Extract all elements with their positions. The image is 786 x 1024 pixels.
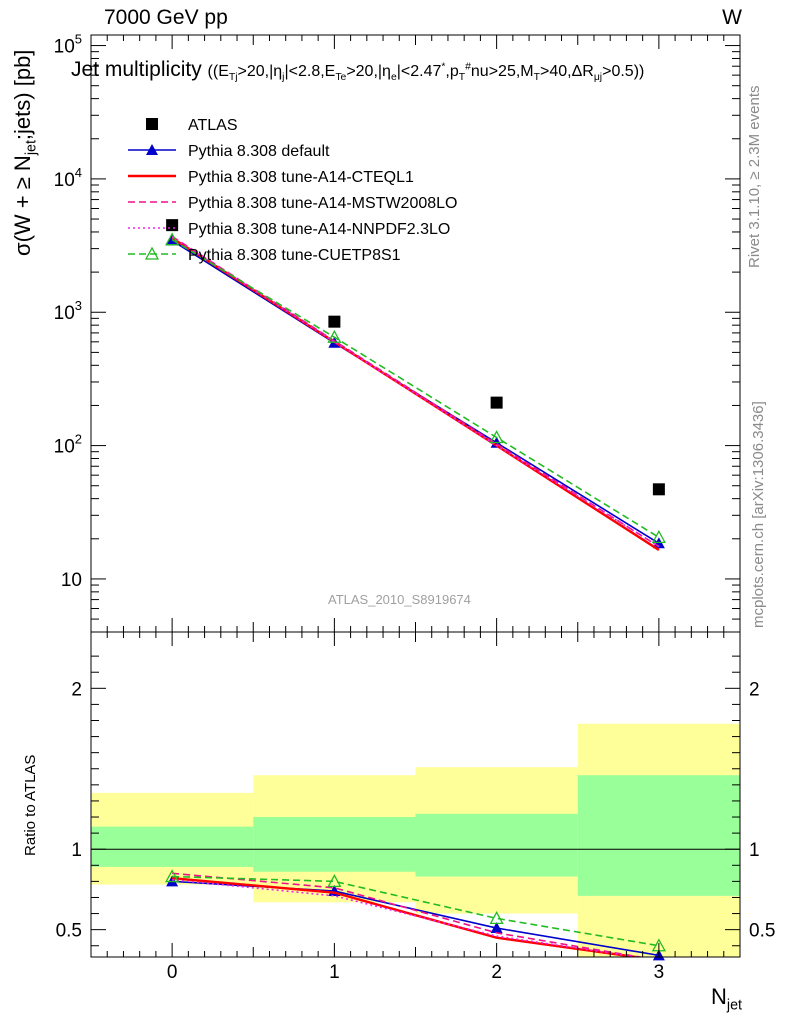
legend: ATLAS Pythia 8.308 default Pythia 8.308 tu… <box>128 117 457 264</box>
legend-marker-atlas <box>146 118 158 130</box>
ratio-line-pythia-8-308-tune-a14-mstw2008lo <box>172 872 645 957</box>
ratio-point-pythia-8-308-tune-cuetp8s1-1 <box>327 874 342 888</box>
main-point-atlas-2 <box>490 396 503 409</box>
ratio-point-pythia-8-308-default-2 <box>490 922 503 934</box>
tick-exponent: 2 <box>75 432 82 447</box>
legend-marker-pythia-8-308-tune-cuetp8s1 <box>144 246 160 260</box>
ratio-y-tick-label-right-0.5: 0.5 <box>749 921 775 942</box>
main-y-tick-label-1: 102 <box>54 432 82 458</box>
x-tick-label-1: 1 <box>329 962 340 983</box>
main-y-tick-label-3: 104 <box>54 165 82 191</box>
ratio-uncertainty-bands <box>91 723 740 957</box>
main-y-tick-label-2: 103 <box>54 298 82 324</box>
chart-title: Jet multiplicity ((ETj>20,|ηj|<2.8,ETe>2… <box>71 58 645 84</box>
main-point-atlas-0 <box>166 219 179 232</box>
ratio-inner-band-1 <box>253 817 416 872</box>
legend-marker-pythia-8-308-default <box>146 144 158 155</box>
x-tick-label-3: 3 <box>654 962 665 983</box>
header-boson-label: W <box>722 6 742 29</box>
tick-exponent: 4 <box>75 165 82 180</box>
main-point-pythia-8-308-tune-cuetp8s1-0 <box>165 232 180 246</box>
main-line-pythia-8-308-tune-a14-mstw2008lo <box>171 235 660 548</box>
ratio-point-pythia-8-308-tune-cuetp8s1-0 <box>165 869 180 883</box>
ratio-point-pythia-8-308-default-0 <box>166 875 179 887</box>
ratio-line-pythia-8-308-tune-cuetp8s1 <box>172 875 660 947</box>
tick-base: 10 <box>54 37 75 58</box>
x-axis-label: Njet <box>711 984 742 1014</box>
ratio-y-tick-label-right-2: 2 <box>749 679 760 700</box>
x-tick-label-2: 2 <box>491 962 502 983</box>
legend-label-pythia-8-308-tune-a14-cteql1: Pythia 8.308 tune-A14-CTEQL1 <box>188 169 414 186</box>
ratio-point-pythia-8-308-tune-cuetp8s1-2 <box>489 911 504 925</box>
ratio-y-tick-label-left-0.5: 0.5 <box>56 921 82 942</box>
legend-label-atlas: ATLAS <box>188 117 238 134</box>
analysis-name-label: ATLAS_2010_S8919674 <box>328 592 471 607</box>
tick-exponent: 5 <box>75 32 82 47</box>
main-y-tick-label-4: 105 <box>54 32 82 58</box>
ratio-inner-band-3 <box>577 775 740 896</box>
ratio-y-tick-label-left-2: 2 <box>71 679 82 700</box>
main-point-pythia-8-308-tune-cuetp8s1-1 <box>327 329 342 343</box>
ratio-inner-band-2 <box>415 813 578 877</box>
main-y-tick-label-0: 10 <box>61 570 82 591</box>
main-point-atlas-1 <box>328 315 341 328</box>
main-point-pythia-8-308-tune-cuetp8s1-2 <box>489 430 504 444</box>
main-series-group <box>165 219 666 551</box>
ratio-y-tick-label-right-1: 1 <box>749 840 760 861</box>
ratio-y-tick-label-left-1: 1 <box>71 840 82 861</box>
tick-base: 10 <box>54 437 75 458</box>
main-point-atlas-3 <box>652 483 665 496</box>
ratio-line-pythia-8-308-tune-a14-nnpdf2-3lo <box>172 878 643 957</box>
main-line-pythia-8-308-tune-a14-cteql1 <box>171 237 660 551</box>
main-point-pythia-8-308-tune-cuetp8s1-3 <box>651 530 666 544</box>
legend-label-pythia-8-308-tune-a14-nnpdf2-3lo: Pythia 8.308 tune-A14-NNPDF2.3LO <box>188 221 450 238</box>
tick-exponent: 3 <box>75 298 82 313</box>
main-line-pythia-8-308-tune-a14-nnpdf2-3lo <box>171 236 660 548</box>
legend-label-pythia-8-308-tune-a14-mstw2008lo: Pythia 8.308 tune-A14-MSTW2008LO <box>188 195 457 212</box>
ratio-inner-band-0 <box>91 826 254 867</box>
header-process-label: 7000 GeV pp <box>104 6 228 29</box>
legend-label-pythia-8-308-tune-cuetp8s1: Pythia 8.308 tune-CUETP8S1 <box>188 247 401 264</box>
tick-base: 10 <box>54 303 75 324</box>
legend-label-pythia-8-308-default: Pythia 8.308 default <box>188 143 330 160</box>
main-line-pythia-8-308-tune-cuetp8s1 <box>171 239 660 539</box>
x-tick-label-0: 0 <box>167 962 178 983</box>
tick-base: 10 <box>54 170 75 191</box>
